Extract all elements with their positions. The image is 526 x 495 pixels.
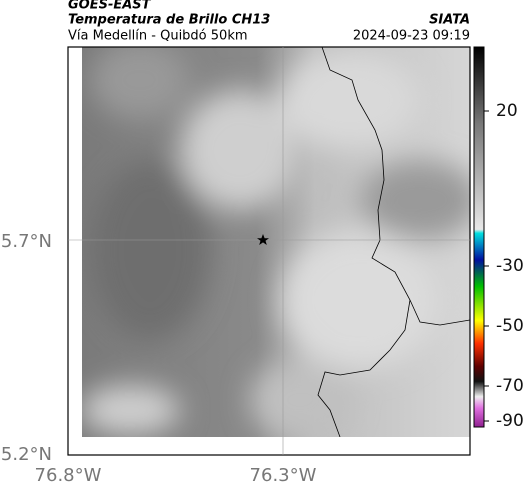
brand: SIATA [429,13,470,28]
colorbar-label: -90 [496,411,524,431]
lat-label: 5.2°N [1,444,52,465]
colorbar-ticks: 20 -30 -50 -70 -90 [484,101,524,431]
location-marker [257,234,269,245]
satellite-image [82,47,470,437]
colorbar-label: -50 [496,316,524,336]
lon-label: 76.3°W [250,465,317,486]
colorbar-label: 20 [496,101,518,121]
lon-label: 76.8°W [35,465,102,486]
map-frame [67,46,471,456]
route: Vía Medellín - Quibdó 50km [68,29,248,44]
source: GOES-EAST [68,0,152,13]
title: Temperatura de Brillo CH13 [68,13,270,28]
colorbar [473,46,485,428]
lat-label: 5.7°N [1,231,52,252]
timestamp: 2024-09-23 09:19 [353,29,470,44]
colorbar-label: -70 [496,376,524,396]
colorbar-label: -30 [496,256,524,276]
